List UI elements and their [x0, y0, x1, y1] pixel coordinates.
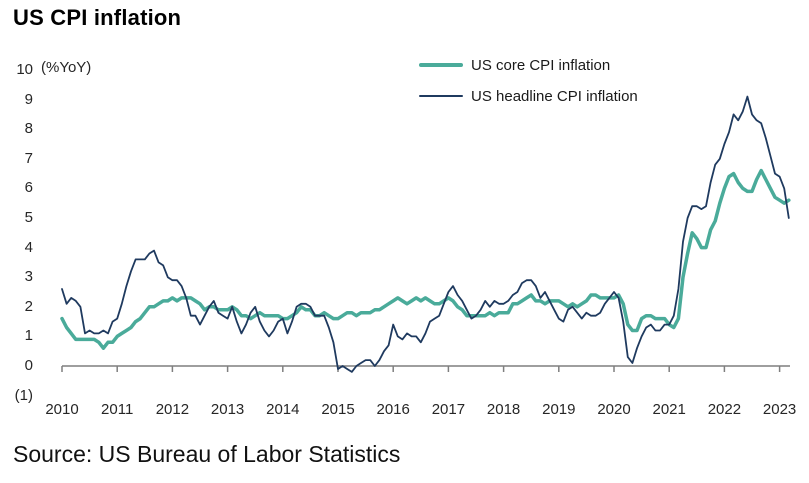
y-axis-tick-label: 1 [24, 327, 33, 345]
y-axis-tick-label: 5 [24, 209, 33, 226]
y-axis-unit-label: (%YoY) [41, 59, 92, 76]
legend-label-headline: US headline CPI inflation [471, 87, 638, 105]
y-axis-tick-label: 2 [24, 297, 33, 315]
source-note: Source: US Bureau of Labor Statistics [13, 441, 401, 467]
core-line-swatch-icon [419, 63, 463, 67]
y-axis-tick-label: 9 [24, 90, 33, 108]
legend-item-core: US core CPI inflation [419, 51, 638, 79]
y-axis-tick-label: (1) [14, 386, 33, 404]
x-axis-year-label: 2014 [266, 401, 300, 418]
x-axis-year-label: 2013 [210, 401, 245, 418]
series-line [61, 95, 790, 373]
legend-item-headline: US headline CPI inflation [419, 82, 638, 110]
x-axis-year-label: 2016 [376, 401, 410, 418]
headline-line-swatch-icon [419, 95, 463, 97]
x-axis-year-label: 2011 [101, 401, 134, 418]
y-axis-tick-label: 8 [24, 120, 33, 138]
x-axis-year-label: 2012 [155, 401, 190, 418]
x-axis-year-label: 2017 [431, 401, 466, 418]
y-axis-tick-label: 7 [24, 149, 33, 167]
y-axis-tick-label: 6 [24, 179, 33, 197]
x-axis-year-label: 2018 [486, 401, 521, 418]
x-axis-year-label: 2022 [707, 401, 742, 418]
series-line [60, 168, 791, 350]
legend-label-core: US core CPI inflation [471, 56, 611, 74]
x-axis-year-label: 2015 [321, 401, 355, 418]
y-axis-tick-label: 0 [24, 357, 33, 374]
y-axis-tick-label: 3 [24, 268, 33, 286]
x-axis-year-label: 2023 [762, 401, 797, 418]
x-axis-year-label: 2021 [652, 401, 686, 418]
x-axis-year-label: 2020 [597, 401, 631, 418]
chart-title: US CPI inflation [13, 5, 182, 30]
x-axis-year-label: 2019 [542, 401, 576, 418]
y-axis-tick-label: 4 [24, 238, 33, 256]
chart-legend: US core CPI inflation US headline CPI in… [419, 51, 638, 113]
y-axis-tick-label: 10 [16, 61, 33, 78]
x-axis-year-label: 2010 [45, 401, 79, 418]
